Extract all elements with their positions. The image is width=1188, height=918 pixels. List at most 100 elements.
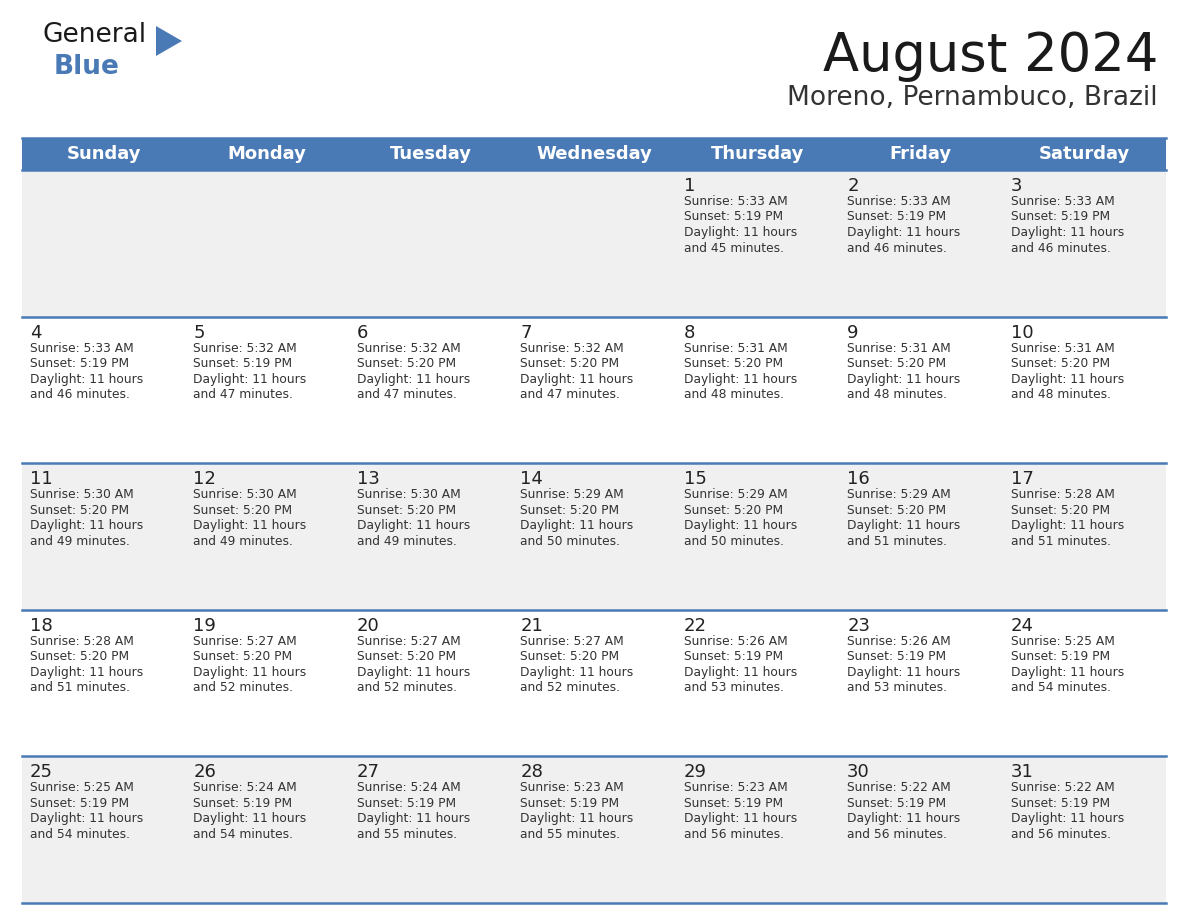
Text: and 56 minutes.: and 56 minutes. xyxy=(1011,828,1111,841)
Text: and 52 minutes.: and 52 minutes. xyxy=(520,681,620,694)
Text: Sunrise: 5:30 AM: Sunrise: 5:30 AM xyxy=(30,488,134,501)
Text: and 55 minutes.: and 55 minutes. xyxy=(520,828,620,841)
Text: 4: 4 xyxy=(30,324,42,341)
Text: 9: 9 xyxy=(847,324,859,341)
Text: Sunset: 5:20 PM: Sunset: 5:20 PM xyxy=(30,504,129,517)
Text: Sunrise: 5:27 AM: Sunrise: 5:27 AM xyxy=(356,635,461,648)
Text: Sunrise: 5:26 AM: Sunrise: 5:26 AM xyxy=(684,635,788,648)
Text: Daylight: 11 hours: Daylight: 11 hours xyxy=(1011,226,1124,239)
Text: and 48 minutes.: and 48 minutes. xyxy=(847,388,947,401)
Text: Sunrise: 5:27 AM: Sunrise: 5:27 AM xyxy=(520,635,624,648)
Text: and 50 minutes.: and 50 minutes. xyxy=(520,534,620,548)
Text: 20: 20 xyxy=(356,617,380,635)
Text: 12: 12 xyxy=(194,470,216,488)
Text: 29: 29 xyxy=(684,764,707,781)
Text: 31: 31 xyxy=(1011,764,1034,781)
Text: Sunrise: 5:29 AM: Sunrise: 5:29 AM xyxy=(520,488,624,501)
Text: and 48 minutes.: and 48 minutes. xyxy=(1011,388,1111,401)
Text: Daylight: 11 hours: Daylight: 11 hours xyxy=(520,812,633,825)
Text: and 47 minutes.: and 47 minutes. xyxy=(520,388,620,401)
Text: and 46 minutes.: and 46 minutes. xyxy=(1011,241,1111,254)
Text: and 55 minutes.: and 55 minutes. xyxy=(356,828,457,841)
Text: Sunset: 5:19 PM: Sunset: 5:19 PM xyxy=(194,797,292,810)
Text: Daylight: 11 hours: Daylight: 11 hours xyxy=(356,520,470,532)
Text: Sunset: 5:20 PM: Sunset: 5:20 PM xyxy=(847,504,947,517)
Text: Daylight: 11 hours: Daylight: 11 hours xyxy=(30,373,144,386)
Text: Daylight: 11 hours: Daylight: 11 hours xyxy=(1011,812,1124,825)
Text: Sunrise: 5:32 AM: Sunrise: 5:32 AM xyxy=(520,341,624,354)
Text: 18: 18 xyxy=(30,617,52,635)
Text: Daylight: 11 hours: Daylight: 11 hours xyxy=(847,812,960,825)
Text: Daylight: 11 hours: Daylight: 11 hours xyxy=(30,666,144,678)
Text: Daylight: 11 hours: Daylight: 11 hours xyxy=(520,373,633,386)
Text: Daylight: 11 hours: Daylight: 11 hours xyxy=(194,812,307,825)
Text: Sunset: 5:20 PM: Sunset: 5:20 PM xyxy=(194,650,292,664)
Text: 23: 23 xyxy=(847,617,870,635)
Text: Sunset: 5:20 PM: Sunset: 5:20 PM xyxy=(684,357,783,370)
Text: Sunrise: 5:29 AM: Sunrise: 5:29 AM xyxy=(847,488,950,501)
Text: Friday: Friday xyxy=(890,145,952,163)
Text: and 49 minutes.: and 49 minutes. xyxy=(356,534,456,548)
Text: and 47 minutes.: and 47 minutes. xyxy=(194,388,293,401)
Text: Sunset: 5:19 PM: Sunset: 5:19 PM xyxy=(30,797,129,810)
Text: Sunset: 5:19 PM: Sunset: 5:19 PM xyxy=(1011,650,1110,664)
Text: Sunset: 5:20 PM: Sunset: 5:20 PM xyxy=(356,650,456,664)
Text: Sunrise: 5:32 AM: Sunrise: 5:32 AM xyxy=(356,341,461,354)
Text: Sunrise: 5:28 AM: Sunrise: 5:28 AM xyxy=(1011,488,1114,501)
Text: Daylight: 11 hours: Daylight: 11 hours xyxy=(684,812,797,825)
Text: Daylight: 11 hours: Daylight: 11 hours xyxy=(356,373,470,386)
Text: Daylight: 11 hours: Daylight: 11 hours xyxy=(194,666,307,678)
Text: Sunset: 5:20 PM: Sunset: 5:20 PM xyxy=(356,504,456,517)
Text: Sunset: 5:19 PM: Sunset: 5:19 PM xyxy=(1011,797,1110,810)
Text: and 49 minutes.: and 49 minutes. xyxy=(194,534,293,548)
Text: and 53 minutes.: and 53 minutes. xyxy=(684,681,784,694)
Text: Sunset: 5:19 PM: Sunset: 5:19 PM xyxy=(684,797,783,810)
Bar xyxy=(23,464,1165,610)
Text: Sunrise: 5:31 AM: Sunrise: 5:31 AM xyxy=(1011,341,1114,354)
Text: Daylight: 11 hours: Daylight: 11 hours xyxy=(684,666,797,678)
Text: Daylight: 11 hours: Daylight: 11 hours xyxy=(356,812,470,825)
Text: Daylight: 11 hours: Daylight: 11 hours xyxy=(847,520,960,532)
Text: 1: 1 xyxy=(684,177,695,195)
Text: 24: 24 xyxy=(1011,617,1034,635)
Text: Daylight: 11 hours: Daylight: 11 hours xyxy=(684,520,797,532)
Text: Sunset: 5:19 PM: Sunset: 5:19 PM xyxy=(684,650,783,664)
Text: Sunrise: 5:27 AM: Sunrise: 5:27 AM xyxy=(194,635,297,648)
Text: Daylight: 11 hours: Daylight: 11 hours xyxy=(194,520,307,532)
Text: Sunset: 5:20 PM: Sunset: 5:20 PM xyxy=(30,650,129,664)
Text: Sunrise: 5:25 AM: Sunrise: 5:25 AM xyxy=(30,781,134,794)
Text: 25: 25 xyxy=(30,764,53,781)
Text: and 54 minutes.: and 54 minutes. xyxy=(30,828,129,841)
Text: and 51 minutes.: and 51 minutes. xyxy=(847,534,947,548)
Text: and 56 minutes.: and 56 minutes. xyxy=(684,828,784,841)
Text: Daylight: 11 hours: Daylight: 11 hours xyxy=(847,226,960,239)
Text: 16: 16 xyxy=(847,470,870,488)
Text: and 50 minutes.: and 50 minutes. xyxy=(684,534,784,548)
Text: Daylight: 11 hours: Daylight: 11 hours xyxy=(847,666,960,678)
Text: Sunrise: 5:23 AM: Sunrise: 5:23 AM xyxy=(520,781,624,794)
Text: Sunset: 5:20 PM: Sunset: 5:20 PM xyxy=(847,357,947,370)
Text: and 52 minutes.: and 52 minutes. xyxy=(194,681,293,694)
Text: Sunset: 5:20 PM: Sunset: 5:20 PM xyxy=(684,504,783,517)
Text: 5: 5 xyxy=(194,324,204,341)
Text: Daylight: 11 hours: Daylight: 11 hours xyxy=(356,666,470,678)
Text: Daylight: 11 hours: Daylight: 11 hours xyxy=(684,226,797,239)
Text: Daylight: 11 hours: Daylight: 11 hours xyxy=(30,812,144,825)
Text: Sunrise: 5:22 AM: Sunrise: 5:22 AM xyxy=(847,781,950,794)
Text: 2: 2 xyxy=(847,177,859,195)
Text: Sunrise: 5:33 AM: Sunrise: 5:33 AM xyxy=(847,195,950,208)
Text: and 52 minutes.: and 52 minutes. xyxy=(356,681,457,694)
Text: Sunset: 5:19 PM: Sunset: 5:19 PM xyxy=(356,797,456,810)
Text: Sunset: 5:19 PM: Sunset: 5:19 PM xyxy=(194,357,292,370)
Text: Sunrise: 5:33 AM: Sunrise: 5:33 AM xyxy=(684,195,788,208)
Text: Sunset: 5:19 PM: Sunset: 5:19 PM xyxy=(1011,210,1110,223)
Text: Sunset: 5:19 PM: Sunset: 5:19 PM xyxy=(30,357,129,370)
Text: Sunrise: 5:28 AM: Sunrise: 5:28 AM xyxy=(30,635,134,648)
Text: 6: 6 xyxy=(356,324,368,341)
Text: Daylight: 11 hours: Daylight: 11 hours xyxy=(684,373,797,386)
Text: and 47 minutes.: and 47 minutes. xyxy=(356,388,456,401)
Text: Daylight: 11 hours: Daylight: 11 hours xyxy=(1011,373,1124,386)
Text: Sunrise: 5:24 AM: Sunrise: 5:24 AM xyxy=(356,781,461,794)
Text: Sunrise: 5:26 AM: Sunrise: 5:26 AM xyxy=(847,635,950,648)
Text: Sunrise: 5:22 AM: Sunrise: 5:22 AM xyxy=(1011,781,1114,794)
